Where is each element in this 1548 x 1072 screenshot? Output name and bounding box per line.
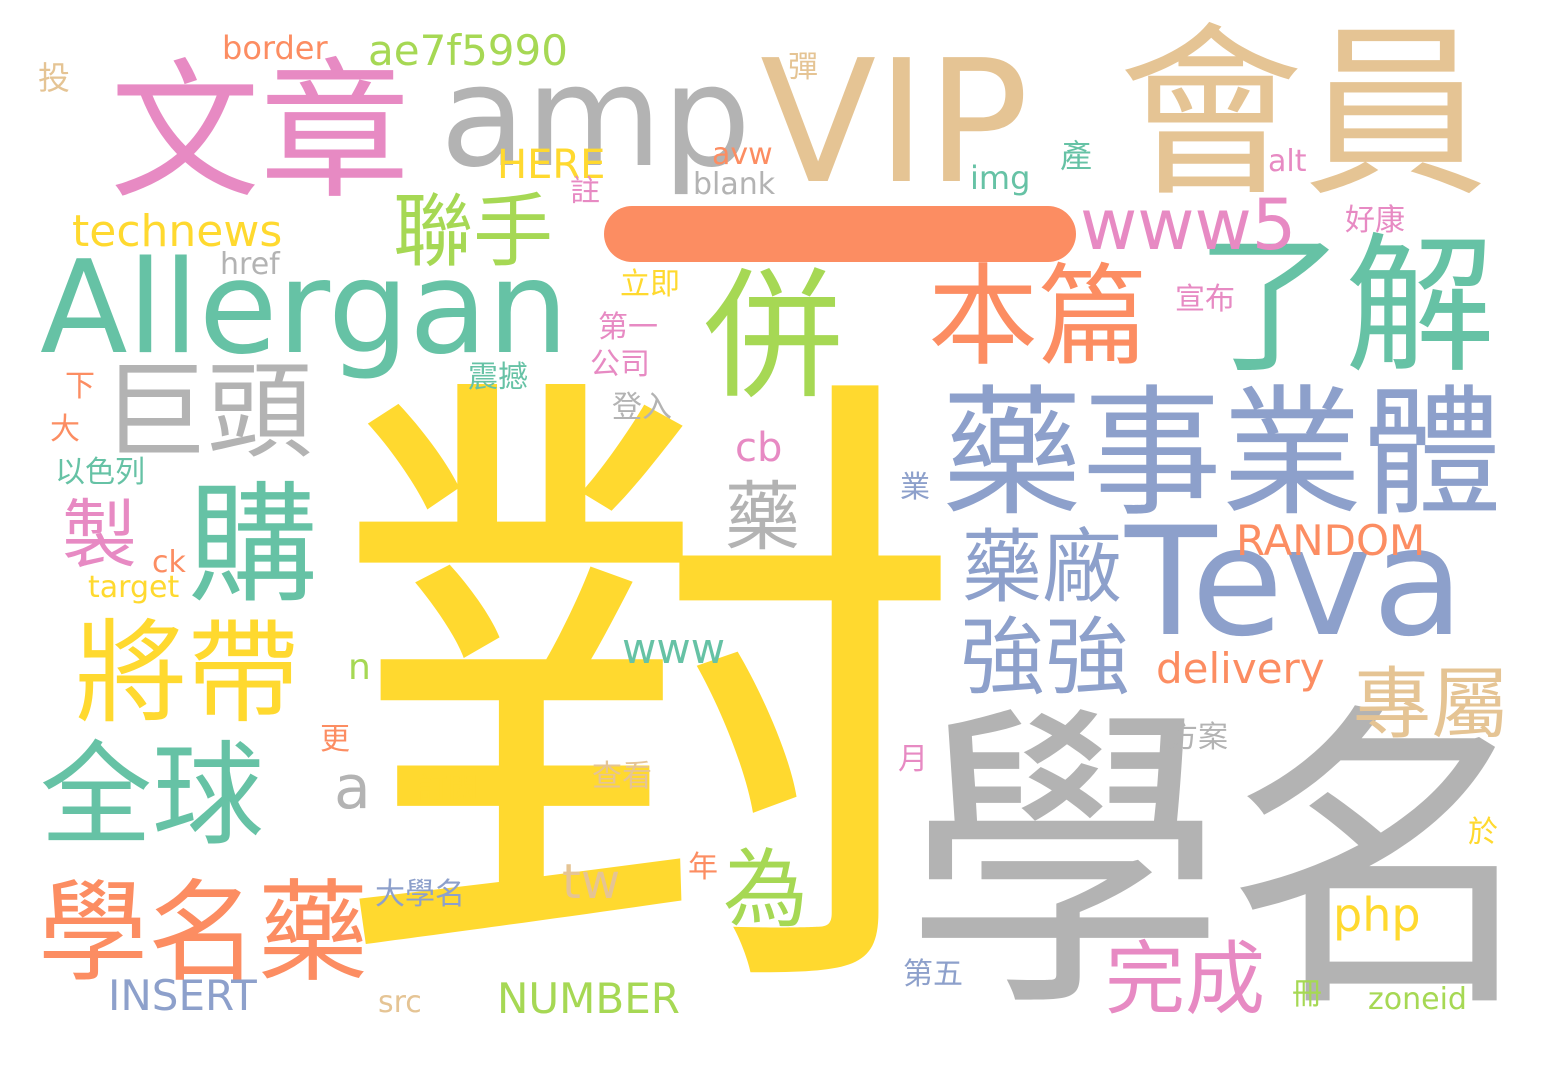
word-cloud-word: 於 (1468, 815, 1498, 850)
word-cloud-word: RANDOM (1236, 516, 1426, 565)
word-cloud-word: 好康 (1345, 203, 1405, 238)
word-cloud-word: 宣布 (1175, 282, 1235, 317)
word-cloud-word: 本篇 (928, 253, 1148, 381)
word-cloud-word: 聯手 (393, 185, 553, 278)
word-cloud-word: 方案 (1168, 720, 1228, 755)
word-cloud-word: 業 (900, 470, 930, 505)
word-cloud-word: zoneid (1368, 982, 1467, 1017)
word-cloud-word: 文章 (110, 46, 411, 220)
word-cloud-word: 會員 (1118, 6, 1488, 222)
word-cloud-word: 為 (723, 841, 809, 940)
word-cloud-word: 製 (62, 491, 138, 579)
word-cloud-word: 藥 (725, 473, 801, 561)
word-cloud-word: delivery (1156, 644, 1325, 693)
word-cloud-word: 了解 (1195, 220, 1496, 394)
word-cloud-word: 第一 (598, 310, 658, 345)
word-cloud-word: 大學名 (375, 877, 465, 912)
word-cloud-word: 以色列 (55, 455, 145, 490)
word-cloud-word: img (970, 159, 1031, 197)
word-cloud-word: 產 (1060, 137, 1093, 175)
word-cloud-word: 下 (65, 369, 95, 404)
word-cloud-word: 公司 (590, 347, 650, 382)
word-cloud-word: VIP (760, 24, 1029, 222)
dash-shape (604, 206, 1076, 262)
word-cloud-word: php (1333, 888, 1421, 942)
word-cloud-word: 第五 (903, 957, 963, 992)
word-cloud-word: avw (712, 137, 773, 172)
word-cloud-word: 巨頭 (102, 351, 313, 473)
word-cloud-word: 震撼 (468, 360, 528, 395)
word-cloud-word: www (622, 624, 726, 673)
word-cloud-word: 投 (38, 59, 71, 97)
word-cloud-word: 全球 (40, 731, 264, 861)
word-cloud-word: ck (152, 545, 186, 580)
word-cloud-word: www5 (1080, 184, 1297, 266)
word-cloud-word: ae7f5990 (368, 26, 568, 75)
word-cloud-word: 彈 (788, 50, 818, 85)
word-cloud-word: 藥事業體 (942, 373, 1503, 536)
word-cloud-word: 專屬 (1353, 660, 1510, 750)
word-cloud-word: href (220, 247, 280, 282)
word-cloud-word: 年 (688, 850, 718, 885)
word-cloud-word: HERE (497, 142, 606, 188)
word-cloud-word: blank (693, 167, 776, 202)
word-cloud-word: alt (1268, 144, 1307, 179)
word-cloud-word: NUMBER (497, 974, 680, 1023)
word-cloud-word: 更 (320, 722, 350, 757)
word-cloud-word: amp (440, 36, 752, 199)
word-cloud-word: target (88, 570, 180, 605)
word-cloud-word: 註 (570, 174, 600, 209)
word-cloud-word: n (348, 647, 371, 688)
word-cloud-word: 查看 (592, 759, 652, 794)
word-cloud-word: Allergan (40, 234, 569, 383)
word-cloud-word: 大 (50, 412, 80, 447)
word-cloud-word: src (378, 985, 422, 1020)
word-cloud-word: 強強 (960, 609, 1131, 708)
word-cloud-word: 併 (703, 256, 844, 419)
word-cloud-word: Teva (1125, 496, 1465, 670)
word-cloud-word: a (334, 753, 371, 823)
word-cloud-word: technews (72, 206, 283, 257)
word-cloud-word: 立即 (620, 267, 680, 302)
word-cloud-word: 登入 (612, 390, 672, 425)
word-cloud-word: INSERT (108, 971, 257, 1020)
word-cloud-word: border (222, 29, 328, 67)
word-cloud-word: 訂閱 (418, 772, 478, 807)
word-cloud-word: 完成 (1105, 933, 1265, 1026)
word-cloud-word: 購 (188, 469, 319, 621)
word-cloud-word: tw (562, 854, 621, 910)
word-cloud-word: 學名藥 (38, 869, 368, 997)
word-cloud-word: 月 (898, 742, 928, 777)
word-cloud-word: 冊 (1292, 977, 1322, 1012)
word-cloud-word: 藥廠 (962, 521, 1122, 614)
word-cloud-word: 學名 (905, 679, 1545, 1051)
word-cloud-word: cb (735, 425, 783, 471)
word-cloud-word: 將帶 (75, 609, 299, 739)
word-cloud-word: 對 (330, 327, 970, 1072)
